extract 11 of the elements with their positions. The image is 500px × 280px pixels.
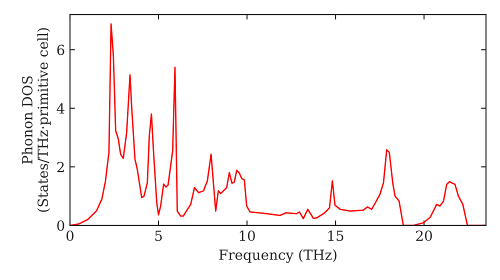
y-tick-label: 6 [57,44,64,56]
x-tick-label: 0 [66,230,74,242]
y-axis-title: Phonon DOS (States/THz·primitive cell) [22,28,51,212]
y-tick-label: 4 [56,103,64,114]
y-tick-label: 0 [57,220,64,231]
x-tick-label: 10 [240,230,255,242]
x-tick-label: 5 [155,230,162,242]
y-tick-label: 2 [57,162,64,172]
x-tick-label: 15 [328,230,344,242]
x-tick-label: 20 [416,230,432,242]
x-axis-title: Frequency (THz) [219,249,336,263]
